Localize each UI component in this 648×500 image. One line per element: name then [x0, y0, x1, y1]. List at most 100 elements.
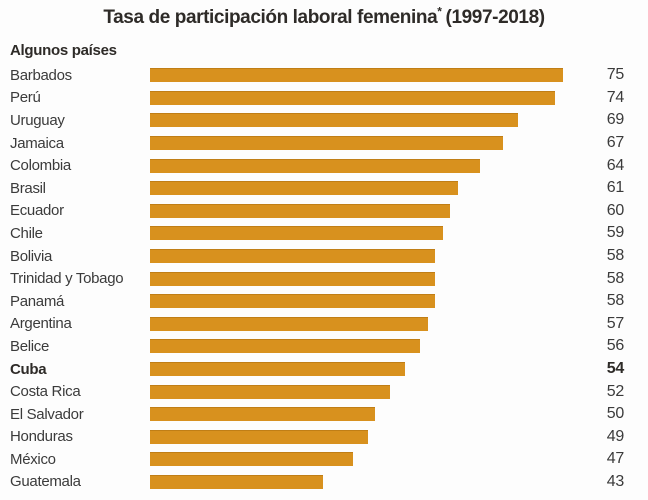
- country-label: Guatemala: [10, 473, 81, 491]
- country-label: Argentina: [10, 315, 72, 333]
- country-label: Panamá: [10, 292, 65, 310]
- value-label: 58: [606, 247, 625, 265]
- bar: [150, 429, 368, 444]
- value-label: 61: [606, 179, 625, 197]
- bar-area: [150, 68, 598, 83]
- value-label: 49: [606, 427, 625, 445]
- bar-area: [150, 362, 598, 377]
- bar: [150, 294, 435, 309]
- value-label: 52: [606, 382, 625, 400]
- country-label: Bolivia: [10, 247, 53, 265]
- country-label: Perú: [10, 89, 41, 107]
- bar: [150, 181, 458, 196]
- chart-row: Barbados 75: [10, 64, 648, 87]
- value-label: 43: [606, 472, 625, 490]
- country-label: Cuba: [10, 360, 47, 378]
- bar: [150, 384, 390, 399]
- bar: [150, 249, 435, 264]
- bar-area: [150, 339, 598, 354]
- country-label: Jamaica: [10, 134, 64, 152]
- value-label: 67: [606, 134, 625, 152]
- bar-area: [150, 136, 598, 151]
- country-label: Costa Rica: [10, 383, 81, 401]
- chart-row: Colombia 64: [10, 154, 648, 177]
- bar-area: [150, 271, 598, 286]
- value-label: 57: [606, 314, 625, 332]
- bar: [150, 271, 435, 286]
- asterisk-footnote-marker: *: [437, 4, 442, 19]
- value-label: 50: [606, 405, 625, 423]
- bar: [150, 452, 353, 467]
- chart-row: Belice 56: [10, 335, 648, 358]
- chart-row: Uruguay 69: [10, 109, 648, 132]
- chart-subtitle: Algunos países: [10, 42, 117, 59]
- bar: [150, 158, 480, 173]
- chart-row: Panamá 58: [10, 290, 648, 313]
- chart-row: Guatemala 43: [10, 471, 648, 494]
- bar-area: [150, 452, 598, 467]
- bar-rows: Barbados 75 Perú 74 Uruguay 69 Jamaica 6…: [0, 64, 648, 493]
- chart-row: Trinidad y Tobago 58: [10, 267, 648, 290]
- country-label: México: [10, 450, 56, 468]
- bar: [150, 90, 555, 105]
- bar-area: [150, 113, 598, 128]
- bar-area: [150, 249, 598, 264]
- bar-area: [150, 474, 598, 489]
- value-label: 74: [606, 88, 625, 106]
- bar-area: [150, 203, 598, 218]
- bar-area: [150, 429, 598, 444]
- value-label: 58: [606, 269, 625, 287]
- country-label: Barbados: [10, 66, 72, 84]
- bar-area: [150, 294, 598, 309]
- country-label: Honduras: [10, 428, 73, 446]
- value-label: 47: [606, 450, 625, 468]
- bar: [150, 203, 450, 218]
- value-label: 56: [606, 337, 625, 355]
- country-label: Uruguay: [10, 111, 65, 129]
- bar: [150, 339, 420, 354]
- chart-row: Jamaica 67: [10, 132, 648, 155]
- country-label: Trinidad y Tobago: [10, 270, 124, 288]
- chart-title-period: (1997-2018): [445, 7, 546, 28]
- country-label: Belice: [10, 337, 50, 355]
- bar-area: [150, 90, 598, 105]
- bar-area: [150, 384, 598, 399]
- chart-title: Tasa de participación laboral femenina*(…: [0, 4, 648, 29]
- chart-row: Cuba 54: [10, 358, 648, 381]
- chart-row: Ecuador 60: [10, 200, 648, 223]
- chart-row: Perú 74: [10, 87, 648, 110]
- bar-area: [150, 226, 598, 241]
- bar: [150, 68, 563, 83]
- chart-title-main: Tasa de participación laboral femenina: [103, 7, 438, 28]
- country-label: Brasil: [10, 179, 46, 197]
- bar: [150, 474, 323, 489]
- value-label: 54: [606, 360, 625, 378]
- bar-area: [150, 158, 598, 173]
- country-label: El Salvador: [10, 405, 84, 423]
- bar-area: [150, 316, 598, 331]
- chart-row: Honduras 49: [10, 426, 648, 449]
- chart-row: México 47: [10, 448, 648, 471]
- bar: [150, 136, 503, 151]
- value-label: 58: [606, 292, 625, 310]
- bar: [150, 226, 443, 241]
- bar-area: [150, 181, 598, 196]
- chart-row: Bolivia 58: [10, 245, 648, 268]
- bar: [150, 362, 405, 377]
- value-label: 60: [606, 201, 625, 219]
- chart-row: El Salvador 50: [10, 403, 648, 426]
- value-label: 75: [606, 66, 625, 84]
- bar: [150, 407, 375, 422]
- country-label: Chile: [10, 224, 43, 242]
- country-label: Colombia: [10, 157, 71, 175]
- bar-area: [150, 407, 598, 422]
- country-label: Ecuador: [10, 202, 64, 220]
- value-label: 64: [606, 156, 625, 174]
- chart-row: Costa Rica 52: [10, 380, 648, 403]
- chart-row: Chile 59: [10, 222, 648, 245]
- bar: [150, 316, 428, 331]
- value-label: 59: [606, 224, 625, 242]
- chart-row: Argentina 57: [10, 313, 648, 336]
- bar: [150, 113, 518, 128]
